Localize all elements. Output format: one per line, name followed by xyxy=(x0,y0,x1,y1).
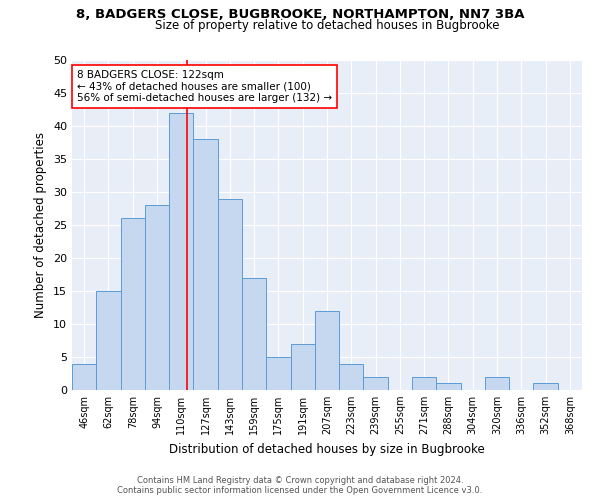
X-axis label: Distribution of detached houses by size in Bugbrooke: Distribution of detached houses by size … xyxy=(169,442,485,456)
Bar xyxy=(290,344,315,390)
Bar xyxy=(339,364,364,390)
Bar xyxy=(242,278,266,390)
Bar xyxy=(436,384,461,390)
Bar xyxy=(193,139,218,390)
Bar xyxy=(218,198,242,390)
Y-axis label: Number of detached properties: Number of detached properties xyxy=(34,132,47,318)
Text: Contains HM Land Registry data © Crown copyright and database right 2024.
Contai: Contains HM Land Registry data © Crown c… xyxy=(118,476,482,495)
Bar xyxy=(533,384,558,390)
Bar xyxy=(121,218,145,390)
Bar xyxy=(96,291,121,390)
Bar xyxy=(315,311,339,390)
Bar xyxy=(412,377,436,390)
Bar xyxy=(145,205,169,390)
Text: 8 BADGERS CLOSE: 122sqm
← 43% of detached houses are smaller (100)
56% of semi-d: 8 BADGERS CLOSE: 122sqm ← 43% of detache… xyxy=(77,70,332,103)
Bar xyxy=(72,364,96,390)
Title: Size of property relative to detached houses in Bugbrooke: Size of property relative to detached ho… xyxy=(155,20,499,32)
Bar xyxy=(266,357,290,390)
Bar xyxy=(364,377,388,390)
Bar xyxy=(169,113,193,390)
Bar xyxy=(485,377,509,390)
Text: 8, BADGERS CLOSE, BUGBROOKE, NORTHAMPTON, NN7 3BA: 8, BADGERS CLOSE, BUGBROOKE, NORTHAMPTON… xyxy=(76,8,524,20)
